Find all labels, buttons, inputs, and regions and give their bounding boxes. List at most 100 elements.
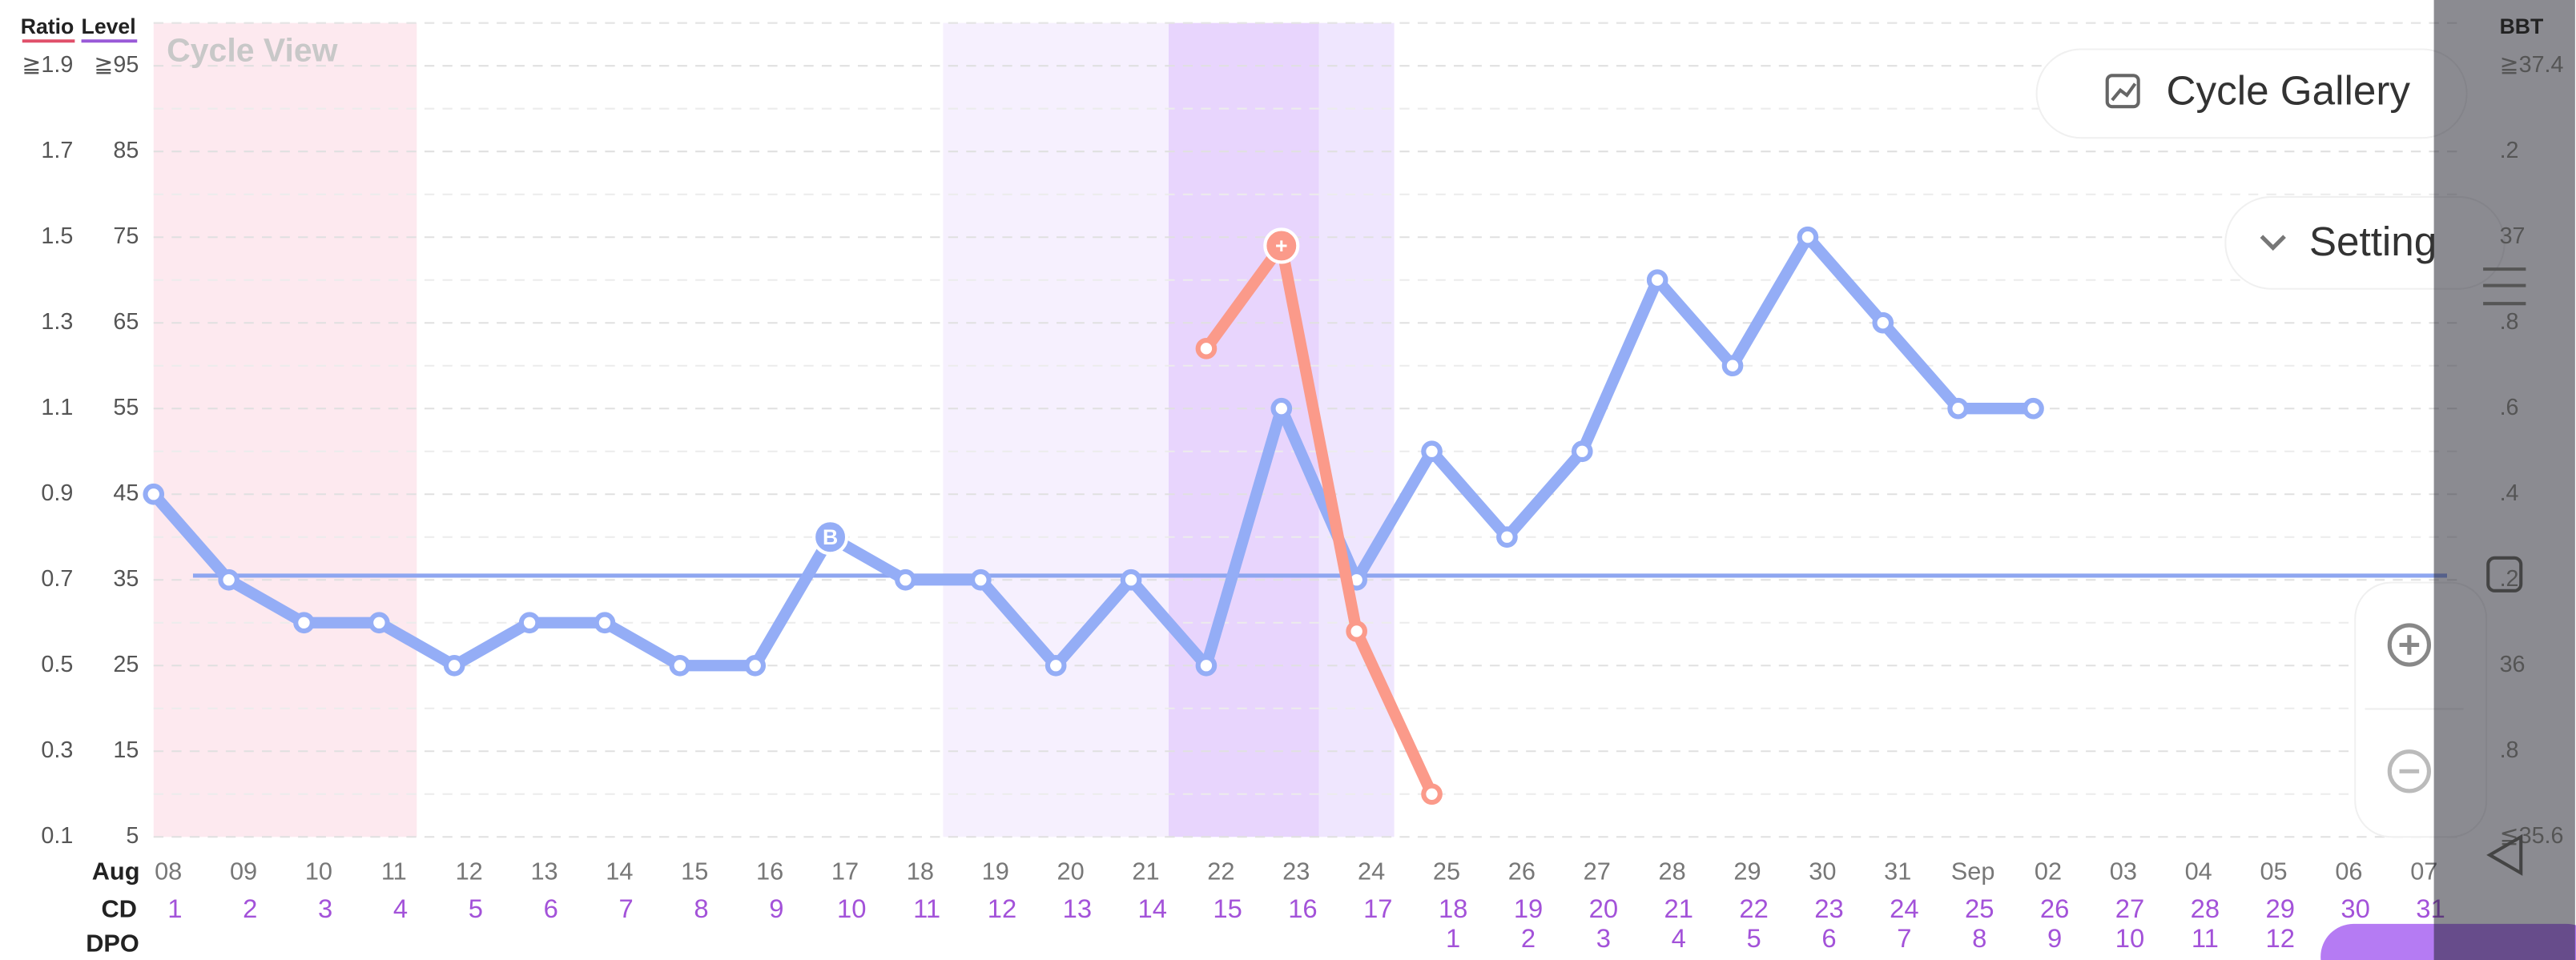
cd-label: 20: [1589, 894, 1618, 923]
ratio-tick-label: 0.9: [41, 480, 73, 506]
gallery-icon-line: [2111, 82, 2137, 102]
zoom-in-icon[interactable]: [2387, 623, 2432, 667]
level-tick-label: 15: [113, 737, 139, 763]
cd-label: 30: [2341, 894, 2369, 923]
dpo-label: 4: [1672, 923, 1686, 953]
x-tick-label: Sep: [1951, 857, 1995, 885]
point: [1195, 654, 1218, 677]
x-tick-label: 29: [1733, 857, 1761, 885]
cd-label: 13: [1063, 894, 1092, 923]
gallery-label[interactable]: Cycle Gallery: [2167, 67, 2411, 113]
x-tick-label: 02: [2035, 857, 2062, 885]
cd-label: 14: [1137, 894, 1166, 923]
dpo-label: 3: [1596, 923, 1611, 953]
x-tick-label: 10: [305, 857, 332, 885]
point: [669, 654, 691, 677]
ratio-tick-label: 0.3: [41, 737, 73, 763]
x-tick-label: 31: [1884, 857, 1911, 885]
x-tick-label: 07: [2410, 857, 2437, 885]
x-tick-label: 19: [982, 857, 1009, 885]
point: [1346, 621, 1367, 642]
cd-label: 25: [1965, 894, 1994, 923]
point: [594, 612, 616, 634]
ratio-tick-label: 1.7: [41, 138, 73, 163]
ratio-header: Ratio: [21, 14, 74, 38]
point: [1421, 783, 1443, 805]
x-tick-label: 12: [456, 857, 483, 885]
bbt-tick-label: 37: [2500, 223, 2526, 249]
x-tick-label: 13: [530, 857, 557, 885]
ratio-tick-label: ≧1.9: [22, 52, 73, 78]
phase-band: [1318, 22, 1395, 837]
cd-label: 15: [1213, 894, 1242, 923]
zoom-in[interactable]: [2387, 623, 2432, 667]
point: [895, 568, 916, 591]
dpo-label: 6: [1821, 923, 1836, 953]
point: [2023, 397, 2044, 420]
point-label: B: [823, 525, 838, 549]
ratio-tick-label: 1.3: [41, 309, 73, 335]
point: [293, 612, 315, 634]
cd-label: 1: [167, 894, 182, 923]
dpo-label: 10: [2115, 923, 2144, 953]
cd-label: 17: [1363, 894, 1392, 923]
dpo-label: 8: [1972, 923, 1986, 953]
cd-label: 18: [1439, 894, 1467, 923]
x-tick-label: 11: [381, 857, 407, 885]
view-title: Cycle View: [167, 31, 338, 68]
chevron-icon: [2260, 235, 2286, 251]
level-tick-label: ≧95: [94, 52, 139, 78]
zoom-out-icon[interactable]: [2387, 749, 2432, 793]
point-marker: [1263, 227, 1300, 264]
ratio-tick-label: 1.1: [41, 395, 73, 420]
x-tick-label: 14: [606, 857, 633, 885]
bbt-tick-label: .2: [2500, 138, 2519, 163]
cd-label: 3: [318, 894, 332, 923]
point: [1721, 355, 1744, 377]
dpo-label: 5: [1747, 923, 1761, 953]
cd-label: 21: [1664, 894, 1693, 923]
cd-label: 6: [544, 894, 558, 923]
cd-label: 27: [2115, 894, 2144, 923]
point: [1120, 568, 1142, 591]
point: [1797, 226, 1819, 248]
bbt-tick-label: .4: [2500, 480, 2519, 506]
cd-label: 29: [2266, 894, 2295, 923]
level-header: Level: [82, 14, 136, 38]
menu-icon[interactable]: [2483, 267, 2526, 306]
bbt-tick-label: 36: [2500, 652, 2526, 677]
cd-label: 11: [913, 894, 940, 923]
level-tick-label: 85: [113, 138, 139, 163]
level-tick-label: 75: [113, 223, 139, 249]
cd-label: 9: [769, 894, 783, 923]
gallery-icon: [2105, 74, 2140, 109]
cd-label: 23: [1814, 894, 1843, 923]
dpo-label: 12: [2266, 923, 2295, 953]
dpo-label: 9: [2047, 923, 2062, 953]
x-tick-label: 20: [1057, 857, 1085, 885]
gallery-button[interactable]: Cycle Gallery: [2035, 48, 2468, 139]
month-label: Aug: [92, 857, 140, 885]
x-tick-label: 06: [2335, 857, 2362, 885]
level-tick-label: 55: [113, 395, 139, 420]
x-tick-label: 28: [1659, 857, 1686, 885]
back-icon[interactable]: [2486, 833, 2523, 876]
point-marker: [812, 519, 849, 556]
point: [143, 483, 165, 505]
point: [218, 568, 239, 591]
x-tick-label: 04: [2185, 857, 2212, 885]
x-tick-label: 05: [2260, 857, 2287, 885]
setting-label[interactable]: Setting: [2309, 219, 2437, 264]
plot-area: ≧1.91.71.51.31.10.90.70.50.30.1≧95857565…: [22, 22, 2464, 958]
cd-label: 10: [837, 894, 866, 923]
point: [1195, 338, 1218, 359]
zoom-out[interactable]: [2387, 749, 2432, 793]
dpo-label: 1: [1446, 923, 1460, 953]
x-tick-label: 09: [230, 857, 257, 885]
cd-label: 19: [1514, 894, 1543, 923]
home-icon[interactable]: [2486, 556, 2523, 592]
point: [1571, 440, 1593, 463]
level-tick-label: 65: [113, 309, 139, 335]
phase-band: [943, 22, 1169, 837]
cd-label: 22: [1739, 894, 1768, 923]
